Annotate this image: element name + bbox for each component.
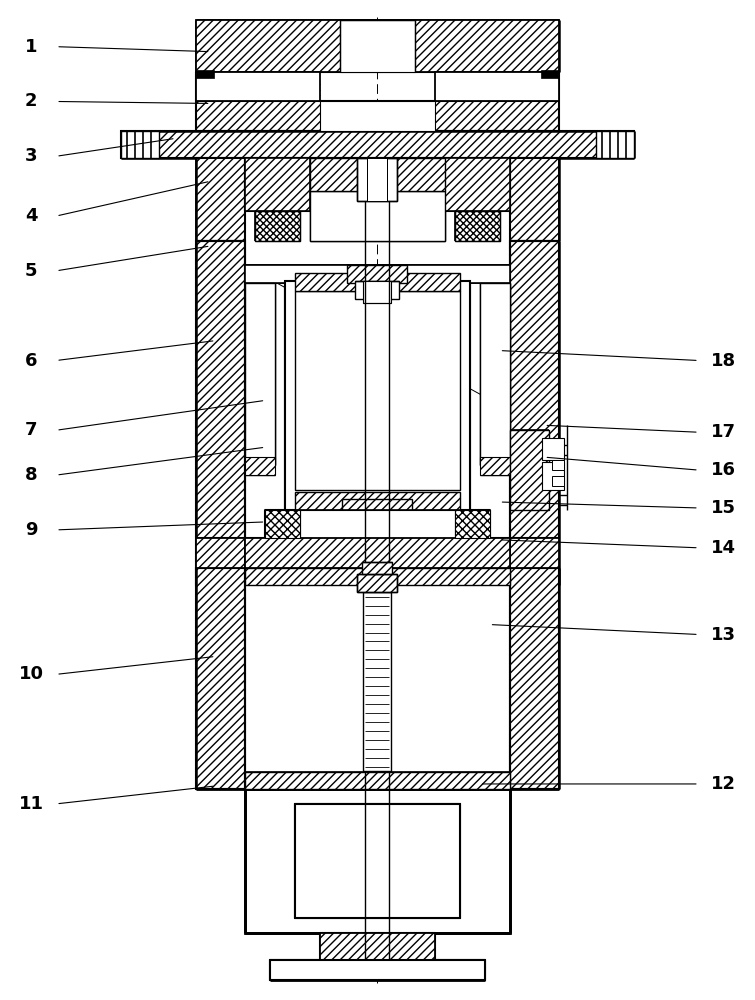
Bar: [196, 101, 360, 131]
Bar: [355, 281, 399, 299]
Bar: [445, 158, 510, 211]
Bar: [196, 158, 245, 241]
Bar: [596, 131, 634, 158]
Bar: [196, 568, 245, 789]
Bar: [395, 101, 559, 131]
Bar: [357, 158, 397, 201]
Bar: [357, 574, 397, 592]
Bar: [510, 538, 559, 568]
Text: 3: 3: [25, 147, 38, 165]
Text: 15: 15: [711, 499, 736, 517]
Bar: [121, 131, 159, 158]
Text: 9: 9: [25, 521, 38, 539]
Bar: [196, 538, 245, 568]
Bar: [320, 933, 435, 960]
Text: 17: 17: [711, 423, 736, 441]
Bar: [553, 460, 564, 470]
Bar: [455, 211, 500, 241]
Bar: [196, 70, 214, 78]
Bar: [341, 20, 414, 72]
Bar: [300, 510, 455, 538]
Bar: [295, 492, 460, 510]
Text: 16: 16: [711, 461, 736, 479]
Bar: [266, 510, 489, 538]
Bar: [541, 70, 559, 78]
Text: 1: 1: [25, 38, 38, 56]
Bar: [121, 131, 634, 158]
Bar: [510, 158, 559, 241]
Bar: [310, 158, 445, 191]
Bar: [367, 158, 387, 201]
Bar: [479, 283, 510, 465]
Bar: [245, 772, 510, 789]
Bar: [553, 476, 564, 486]
Bar: [270, 960, 485, 980]
Bar: [510, 430, 550, 510]
Bar: [542, 438, 564, 460]
Bar: [196, 72, 320, 101]
Bar: [196, 20, 559, 72]
Bar: [245, 457, 276, 475]
Bar: [285, 281, 470, 510]
Text: 18: 18: [711, 352, 736, 370]
Text: 4: 4: [25, 207, 38, 225]
Text: 6: 6: [25, 352, 38, 370]
Text: 8: 8: [25, 466, 38, 484]
Text: 11: 11: [19, 795, 44, 813]
Text: 5: 5: [25, 262, 38, 280]
Bar: [542, 462, 564, 490]
Bar: [310, 191, 445, 241]
Bar: [255, 211, 300, 241]
Bar: [455, 510, 489, 538]
Bar: [266, 510, 300, 538]
Bar: [362, 562, 392, 574]
Bar: [347, 265, 407, 283]
Bar: [363, 592, 391, 771]
Bar: [245, 789, 510, 933]
Bar: [245, 568, 510, 585]
Bar: [479, 457, 510, 475]
Text: 10: 10: [19, 665, 44, 683]
Bar: [320, 101, 435, 131]
Bar: [435, 72, 559, 101]
Bar: [363, 281, 391, 303]
Bar: [342, 499, 412, 517]
Bar: [455, 211, 500, 241]
Bar: [295, 804, 460, 918]
Text: 2: 2: [25, 92, 38, 110]
Text: 14: 14: [711, 539, 736, 557]
Bar: [245, 265, 510, 283]
Text: 13: 13: [711, 626, 736, 644]
Bar: [510, 241, 559, 585]
Text: 12: 12: [711, 775, 736, 793]
Text: 7: 7: [25, 421, 38, 439]
Bar: [245, 538, 510, 568]
Bar: [245, 283, 276, 465]
Bar: [295, 291, 460, 490]
Bar: [196, 241, 245, 585]
Bar: [245, 158, 310, 211]
Bar: [295, 273, 460, 291]
Bar: [255, 211, 300, 241]
Bar: [510, 568, 559, 789]
